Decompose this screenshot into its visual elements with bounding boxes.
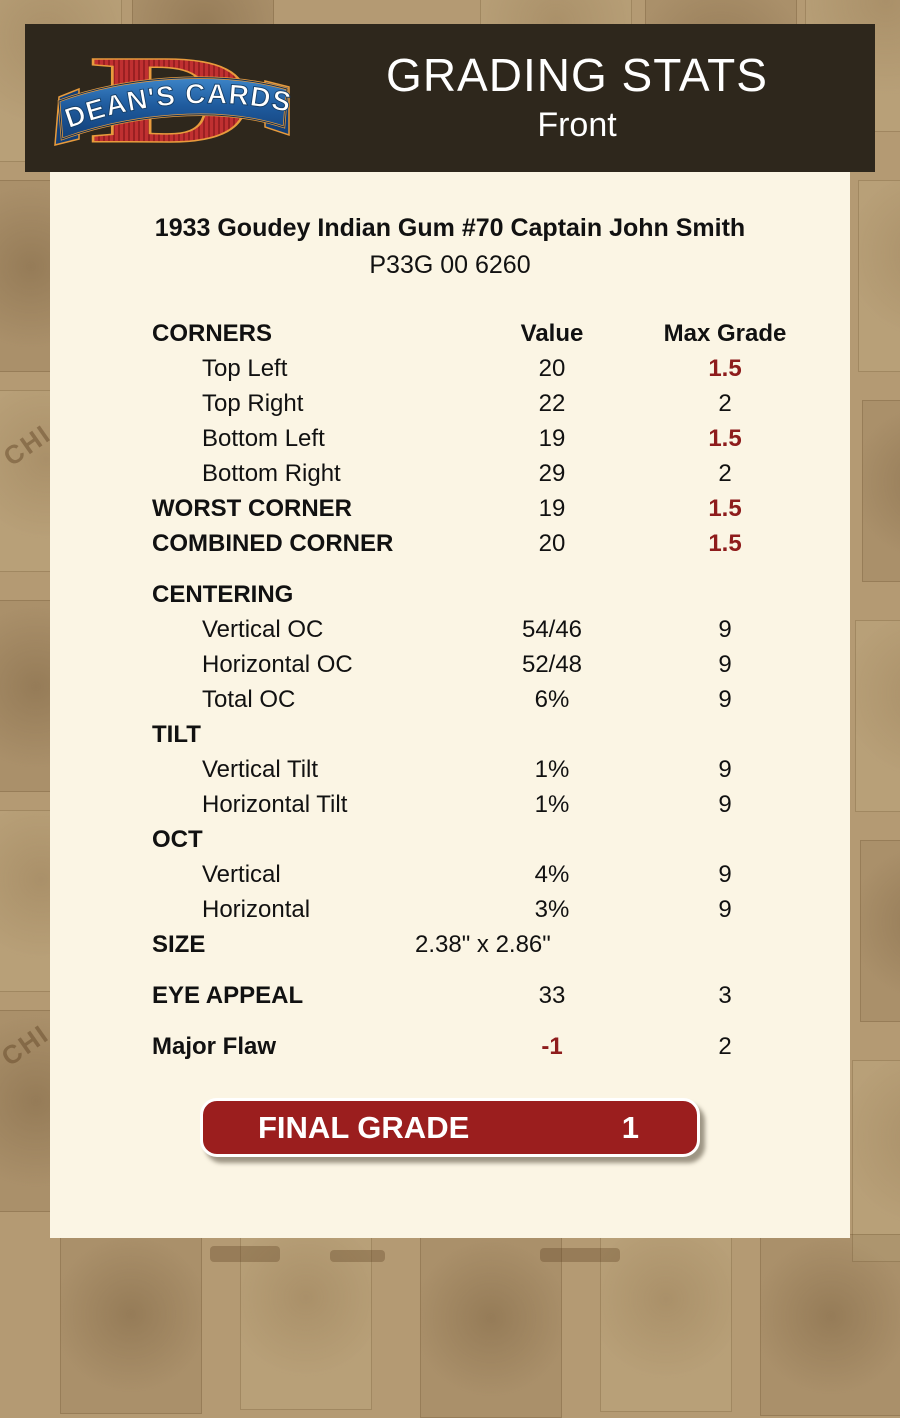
value-cell: 1%: [534, 790, 570, 818]
value-column-header: Value: [520, 319, 584, 347]
value-cell: 3%: [534, 895, 570, 923]
row-label: SIZE: [152, 930, 206, 958]
background-detail: [330, 1250, 385, 1262]
max-grade-column-header: Max Grade: [663, 319, 787, 347]
table-row-oct-horizontal: Horizontal 3% 9: [152, 892, 850, 927]
row-label: COMBINED CORNER: [152, 529, 394, 557]
background-card: [858, 180, 900, 372]
section-row-oct: OCT: [152, 822, 850, 857]
row-label: Bottom Left: [202, 424, 325, 452]
table-row-combined-corner: COMBINED CORNER 20 1.5: [152, 526, 850, 561]
row-label: Total OC: [202, 685, 296, 713]
value-cell: 33: [538, 981, 566, 1009]
max-grade-cell: 9: [718, 860, 732, 888]
row-label: Major Flaw: [152, 1032, 277, 1060]
section-label-tilt: TILT: [152, 720, 201, 748]
value-cell: 6%: [534, 685, 570, 713]
section-label-corners: CORNERS: [152, 319, 273, 347]
row-label: EYE APPEAL: [152, 981, 304, 1009]
table-row-bottom-right: Bottom Right 29 2: [152, 456, 850, 491]
background-card: [852, 1060, 900, 1262]
section-row-tilt: TILT: [152, 717, 850, 752]
value-cell: 20: [538, 529, 566, 557]
section-row-centering: CENTERING: [152, 577, 850, 612]
value-cell: 22: [538, 389, 566, 417]
table-row-horizontal-oc: Horizontal OC 52/48 9: [152, 647, 850, 682]
max-grade-cell: 9: [718, 685, 732, 713]
row-label: Bottom Right: [202, 459, 341, 487]
row-label: WORST CORNER: [152, 494, 352, 522]
table-row-top-left: Top Left 20 1.5: [152, 351, 850, 386]
max-grade-cell: 2: [718, 389, 732, 417]
value-cell: 19: [538, 494, 566, 522]
deans-cards-logo: D DEAN'S CARDS: [54, 35, 293, 161]
value-cell: -1: [541, 1032, 563, 1060]
table-header-row-corners: CORNERS Value Max Grade: [152, 316, 850, 351]
max-grade-cell: 1.5: [708, 424, 742, 452]
table-row-worst-corner: WORST CORNER 19 1.5: [152, 491, 850, 526]
table-row-top-right: Top Right 22 2: [152, 386, 850, 421]
table-row-eye-appeal: EYE APPEAL 33 3: [152, 978, 850, 1013]
background-card: [420, 1236, 562, 1418]
table-row-vertical-oc: Vertical OC 54/46 9: [152, 612, 850, 647]
row-label: Vertical Tilt: [202, 755, 319, 783]
table-row-major-flaw: Major Flaw -1 2: [152, 1029, 850, 1064]
value-cell: 29: [538, 459, 566, 487]
row-label: Top Right: [202, 389, 304, 417]
background-card: [60, 1232, 202, 1414]
background-card: [760, 1234, 900, 1416]
header-text-block: GRADING STATS Front: [285, 24, 869, 172]
table-row-horizontal-tilt: Horizontal Tilt 1% 9: [152, 787, 850, 822]
max-grade-cell: 3: [718, 981, 732, 1009]
max-grade-cell: 9: [718, 615, 732, 643]
table-row-total-oc: Total OC 6% 9: [152, 682, 850, 717]
table-row-bottom-left: Bottom Left 19 1.5: [152, 421, 850, 456]
value-cell: 20: [538, 354, 566, 382]
max-grade-cell: 9: [718, 755, 732, 783]
background-detail: [540, 1248, 620, 1262]
value-cell: 1%: [534, 755, 570, 783]
max-grade-cell: 1.5: [708, 354, 742, 382]
max-grade-cell: 2: [718, 1032, 732, 1060]
card-code: P33G 00 6260: [369, 251, 531, 279]
row-label: Horizontal: [202, 895, 311, 923]
row-label: Vertical OC: [202, 615, 324, 643]
page-title: GRADING STATS: [386, 48, 768, 101]
grading-panel: 1933 Goudey Indian Gum #70 Captain John …: [50, 172, 850, 1238]
grading-table: CORNERS Value Max Grade Top Left 20 1.5 …: [152, 316, 850, 1064]
table-row-size: SIZE 2.38" x 2.86": [152, 927, 850, 962]
value-cell: 19: [538, 424, 566, 452]
card-title: 1933 Goudey Indian Gum #70 Captain John …: [154, 214, 746, 242]
background-card: [855, 620, 900, 812]
value-cell: 52/48: [521, 650, 583, 678]
value-cell: 4%: [534, 860, 570, 888]
row-label: Top Left: [202, 354, 288, 382]
table-row-vertical-tilt: Vertical Tilt 1% 9: [152, 752, 850, 787]
max-grade-cell: 1.5: [708, 529, 742, 557]
max-grade-cell: 9: [718, 895, 732, 923]
final-grade-label: FINAL GRADE: [258, 1109, 470, 1145]
header-bar: D DEAN'S CARDS GRADING STATS Front: [25, 24, 875, 172]
value-cell: 54/46: [521, 615, 583, 643]
max-grade-cell: 9: [718, 790, 732, 818]
max-grade-cell: 2: [718, 459, 732, 487]
row-label: Horizontal Tilt: [202, 790, 348, 818]
row-label: Horizontal OC: [202, 650, 353, 678]
background-detail: [210, 1246, 280, 1262]
size-value-cell: 2.38" x 2.86": [415, 930, 551, 958]
final-grade-button[interactable]: FINAL GRADE 1: [200, 1098, 700, 1157]
section-label-oct: OCT: [152, 825, 203, 853]
table-row-oct-vertical: Vertical 4% 9: [152, 857, 850, 892]
row-label: Vertical: [202, 860, 281, 888]
background-card: [862, 400, 900, 582]
final-grade-value: 1: [621, 1109, 639, 1145]
page-subtitle: Front: [537, 106, 617, 145]
max-grade-cell: 9: [718, 650, 732, 678]
max-grade-cell: 1.5: [708, 494, 742, 522]
background-card: [860, 840, 900, 1022]
section-label-centering: CENTERING: [152, 580, 294, 608]
